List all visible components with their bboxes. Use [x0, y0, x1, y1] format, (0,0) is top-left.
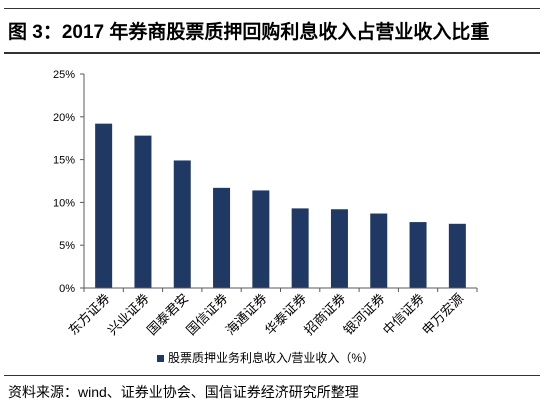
- bar-9: [409, 222, 427, 288]
- y-tick-label: 0%: [59, 283, 75, 295]
- source-note: 资料来源：wind、证券业协会、国信证券经济研究所整理: [8, 384, 359, 400]
- y-tick-label: 20%: [53, 112, 75, 124]
- x-tick-label: 兴业证券: [105, 291, 152, 338]
- x-tick-label: 申万宏源: [419, 291, 466, 338]
- x-tick-label: 招商证券: [301, 291, 348, 338]
- y-tick-label: 5%: [59, 240, 75, 252]
- x-tick-label: 银河证券: [340, 291, 387, 338]
- bar-5: [252, 190, 270, 288]
- x-tick-label: 海通证券: [223, 291, 270, 338]
- x-tick-label: 国信证券: [183, 291, 230, 338]
- x-tick-label: 国泰君安: [144, 291, 191, 338]
- title-top-rule: [4, 8, 540, 9]
- y-axis: 0% 5% 10% 15% 20% 25%: [53, 69, 85, 295]
- figure-title: 图 3：2017 年券商股票质押回购利息收入占营业收入比重: [8, 22, 490, 43]
- bar-3: [173, 160, 191, 288]
- bar-1: [95, 123, 113, 289]
- bar-6: [291, 208, 309, 288]
- title-bottom-rule: [4, 52, 540, 54]
- x-tick-label: 中信证券: [380, 291, 427, 338]
- y-tick-label: 10%: [53, 197, 75, 209]
- bar-2: [134, 135, 152, 288]
- source-top-rule: [4, 375, 540, 376]
- y-tick-label: 25%: [53, 69, 75, 81]
- bar-10: [448, 223, 466, 288]
- bar-4: [213, 187, 231, 288]
- bar-8: [370, 213, 388, 288]
- x-tick-label: 华泰证券: [262, 291, 309, 338]
- legend-label: 股票质押业务利息收入/营业收入（%）: [168, 350, 374, 365]
- legend: 股票质押业务利息收入/营业收入（%）: [157, 350, 374, 365]
- y-tick-label: 15%: [53, 155, 75, 167]
- bar-7: [330, 209, 348, 288]
- x-tick-label: 东方证券: [65, 291, 112, 338]
- legend-swatch: [157, 355, 164, 362]
- bars: [95, 123, 466, 289]
